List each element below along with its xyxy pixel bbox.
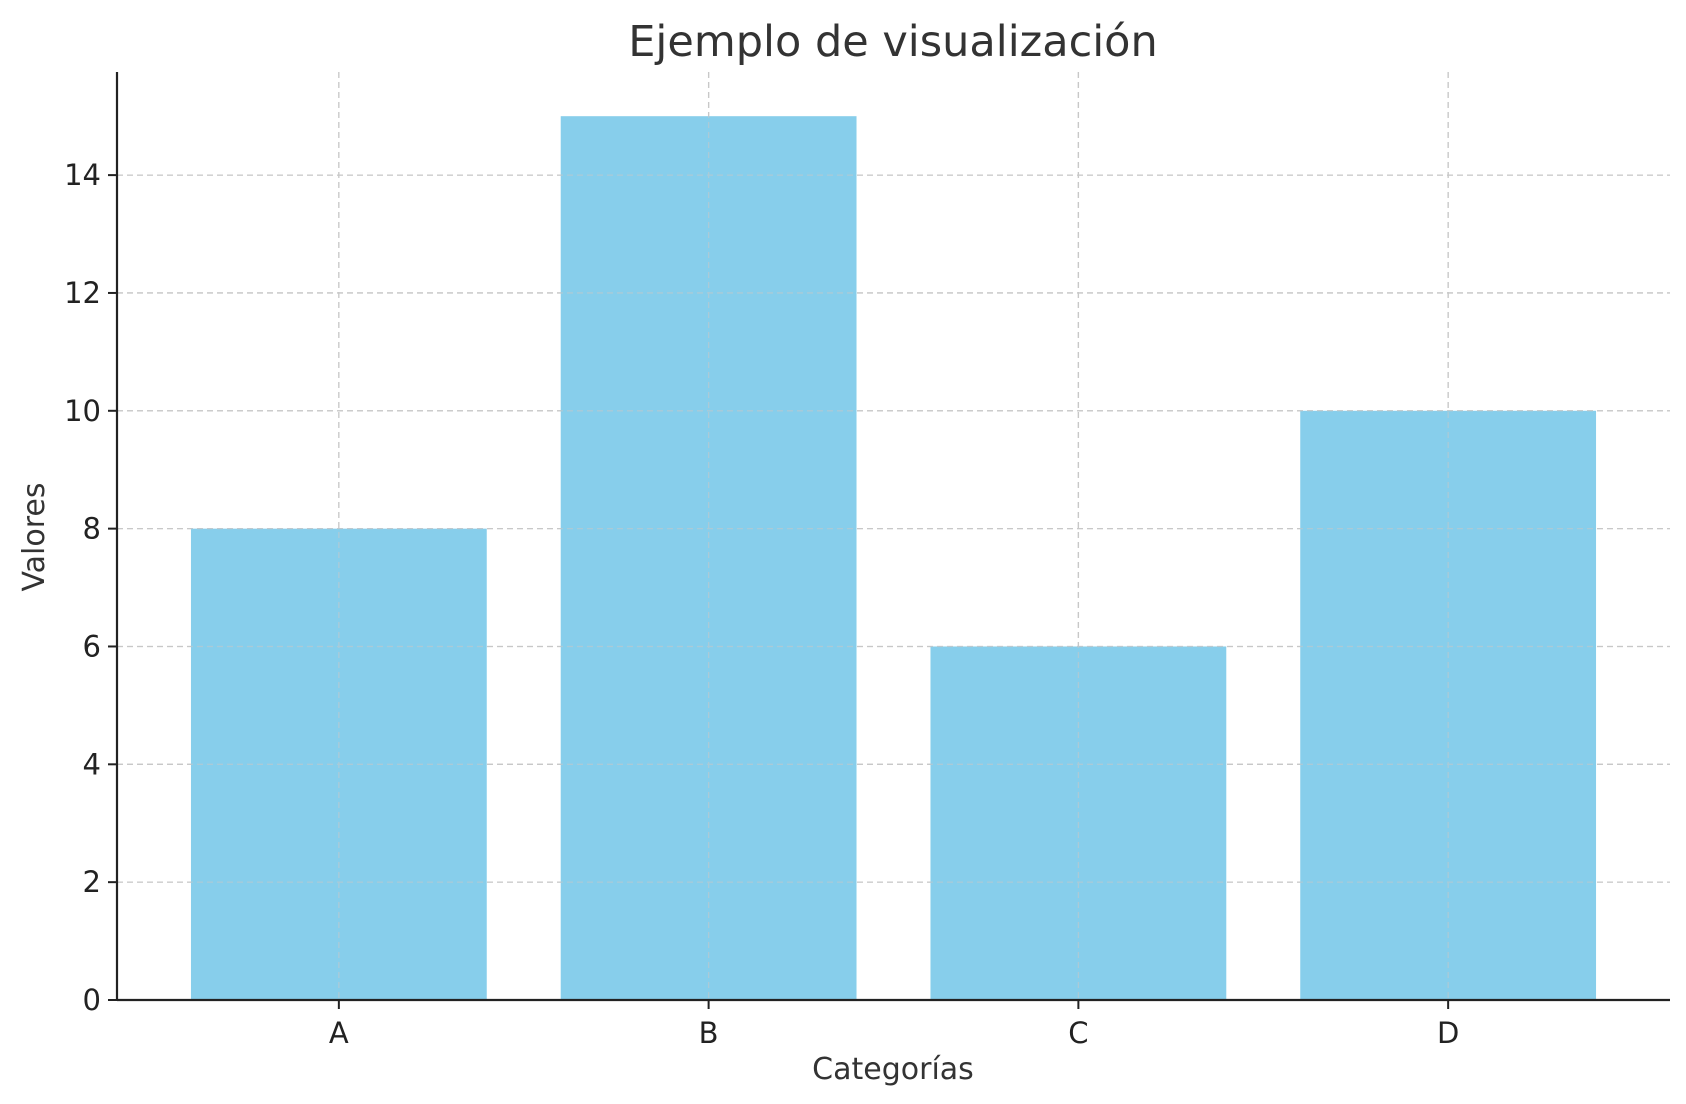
y-tick-label: 10 <box>64 394 101 428</box>
x-axis-label: Categorías <box>812 1052 974 1087</box>
x-tick-label: D <box>1437 1016 1459 1050</box>
y-tick-label: 2 <box>83 865 101 899</box>
y-tick-label: 4 <box>83 747 101 781</box>
y-axis-label: Valores <box>17 482 52 591</box>
x-tick-label: A <box>329 1016 349 1050</box>
grid-overlay <box>117 72 1670 1000</box>
axes <box>108 72 1670 1009</box>
chart-title: Ejemplo de visualización <box>628 17 1157 67</box>
x-tick-label: C <box>1068 1016 1088 1050</box>
y-tick-label: 12 <box>64 276 101 310</box>
x-tick-label: B <box>699 1016 719 1050</box>
y-tick-label: 0 <box>83 983 101 1017</box>
bars <box>117 72 1670 1000</box>
y-tick-label: 14 <box>64 158 101 192</box>
y-tick-label: 8 <box>83 512 101 546</box>
y-tick-label: 6 <box>83 629 101 663</box>
tick-labels: 0 2 4 6 8 10 12 14 A B C D <box>64 158 1459 1050</box>
